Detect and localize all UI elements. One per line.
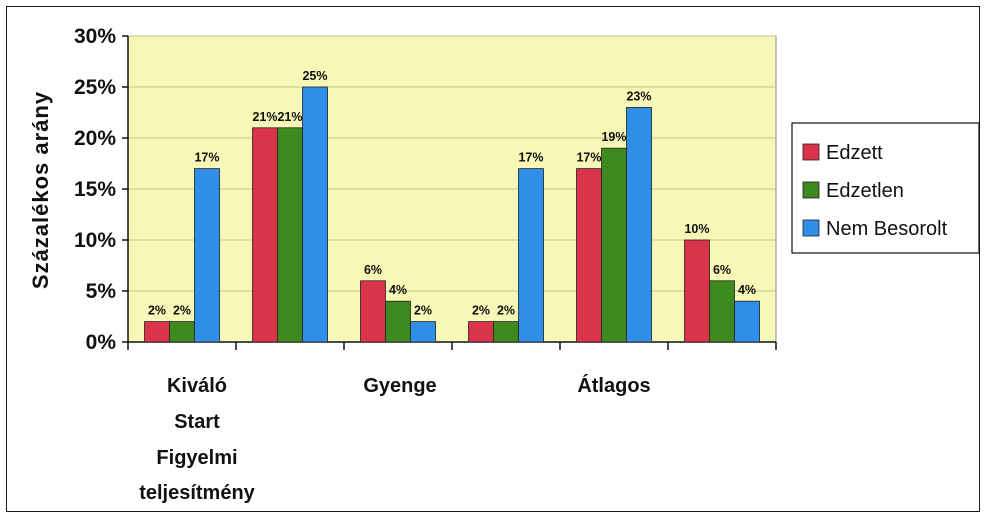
data-label: 17% <box>518 151 543 165</box>
x-category-label: Kiváló <box>167 375 227 397</box>
data-label: 2% <box>414 304 432 318</box>
data-label: 10% <box>684 222 709 236</box>
data-label: 19% <box>601 130 626 144</box>
legend-swatch <box>802 181 820 199</box>
bar-nem-besorolt <box>302 86 328 343</box>
bar-nem-besorolt <box>734 300 760 343</box>
bar-edzetlen <box>493 321 519 343</box>
bar-nem-besorolt <box>518 168 544 343</box>
x-category-label: Start <box>174 411 220 433</box>
bar-edzetlen <box>601 147 627 343</box>
y-tick-label: 10% <box>74 229 116 252</box>
data-label: 2% <box>148 304 166 318</box>
data-label: 4% <box>389 283 407 297</box>
legend-box <box>791 122 980 254</box>
data-label: 2% <box>497 304 515 318</box>
bar-edzett <box>360 280 386 343</box>
x-category-label: Átlagos <box>577 374 650 397</box>
x-category-label: teljesítmény <box>139 482 255 504</box>
bar-edzetlen <box>709 280 735 343</box>
x-category-label: Figyelmi <box>156 447 237 469</box>
bar-edzetlen <box>169 321 195 343</box>
bar-edzett <box>252 127 278 343</box>
y-tick-label: 5% <box>86 280 117 303</box>
legend-label: Nem Besorolt <box>826 218 948 240</box>
y-tick-label: 25% <box>74 76 116 99</box>
bar-nem-besorolt <box>194 168 220 343</box>
data-label: 6% <box>713 263 731 277</box>
legend-swatch <box>802 219 820 237</box>
y-tick-label: 0% <box>86 331 117 354</box>
data-label: 17% <box>576 151 601 165</box>
legend-label: Edzetlen <box>826 180 904 202</box>
y-axis-title: Százalékos arány <box>28 91 53 289</box>
data-label: 25% <box>302 69 327 83</box>
y-tick-label: 20% <box>74 127 116 150</box>
data-label: 21% <box>277 110 302 124</box>
data-label: 21% <box>252 110 277 124</box>
data-label: 2% <box>472 304 490 318</box>
data-label: 2% <box>173 304 191 318</box>
data-label: 6% <box>364 263 382 277</box>
legend-swatch <box>802 143 820 161</box>
bar-nem-besorolt <box>626 107 652 343</box>
y-tick-label: 15% <box>74 178 116 201</box>
data-label: 23% <box>626 89 651 103</box>
bar-edzetlen <box>385 300 411 343</box>
bar-edzett <box>144 321 170 343</box>
legend-label: Edzett <box>826 142 883 164</box>
data-label: 4% <box>738 283 756 297</box>
bar-nem-besorolt <box>410 321 436 343</box>
bar-edzetlen <box>277 127 303 343</box>
x-category-label: Gyenge <box>363 375 436 397</box>
bar-edzett <box>468 321 494 343</box>
y-tick-label: 30% <box>74 25 116 48</box>
bar-edzett <box>576 168 602 343</box>
data-label: 17% <box>194 151 219 165</box>
bar-edzett <box>684 239 710 343</box>
